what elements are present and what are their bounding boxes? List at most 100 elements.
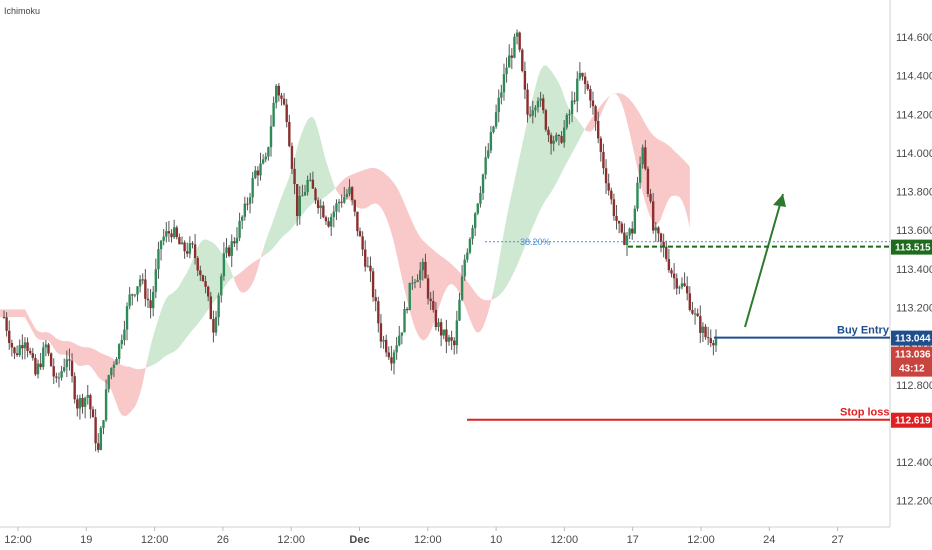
time-tick-label: 12:00 xyxy=(277,534,305,546)
candle-body xyxy=(94,417,97,444)
candle-body xyxy=(10,342,14,348)
candle-body xyxy=(508,55,511,68)
candle-body xyxy=(646,168,650,195)
candle-body xyxy=(138,279,142,287)
candle-body xyxy=(599,138,603,152)
candle-body xyxy=(528,114,532,116)
candle-body xyxy=(513,36,516,58)
candle-body xyxy=(154,269,158,292)
target-price-tag-text: 113.515 xyxy=(895,243,931,254)
time-tick-label: 12:00 xyxy=(4,534,32,546)
candle-body xyxy=(290,146,294,169)
price-tick-label: 114.000 xyxy=(896,148,932,160)
target-arrow-shaft xyxy=(744,193,784,328)
candle-body xyxy=(633,208,637,234)
candle-body xyxy=(447,337,451,342)
candle-body xyxy=(408,282,411,311)
candle-body xyxy=(371,271,375,298)
candle-body xyxy=(392,352,396,364)
candle-body xyxy=(382,339,385,342)
candle-body xyxy=(157,249,160,270)
candle-body xyxy=(670,270,673,274)
candle-body xyxy=(117,344,121,359)
target-price-tag: 113.515 xyxy=(891,239,932,255)
time-tick-label: 12:00 xyxy=(141,534,169,546)
candle-body xyxy=(709,338,712,343)
price-tick-label: 112.400 xyxy=(896,457,932,469)
candle-body xyxy=(547,129,550,136)
candles xyxy=(2,29,718,453)
candle-body xyxy=(649,194,652,202)
candle-body xyxy=(542,98,545,111)
candle-body xyxy=(434,309,438,327)
candle-body xyxy=(604,168,608,184)
time-tick-label: 10 xyxy=(490,534,502,546)
candle-body xyxy=(146,298,150,301)
candle-body xyxy=(26,342,29,351)
candle-body xyxy=(78,397,82,409)
candle-body xyxy=(288,121,291,147)
candle-body xyxy=(125,306,129,330)
candle-body xyxy=(631,228,634,234)
candle-body xyxy=(358,231,362,237)
candle-body xyxy=(610,190,613,200)
candle-body xyxy=(544,110,548,130)
candle-body xyxy=(267,147,270,157)
candle-body xyxy=(89,395,92,410)
candle-body xyxy=(617,220,621,224)
candle-body xyxy=(57,377,61,379)
candle-body xyxy=(560,135,563,143)
candle-body xyxy=(583,76,587,85)
candle-body xyxy=(227,247,231,256)
candle-body xyxy=(497,97,500,113)
candle-body xyxy=(110,368,113,376)
candle-body xyxy=(615,215,618,221)
candle-body xyxy=(311,179,315,189)
candle-body xyxy=(518,32,521,50)
candle-body xyxy=(44,344,48,348)
candle-body xyxy=(332,211,336,218)
candle-body xyxy=(644,147,647,169)
time-tick-label: Dec xyxy=(349,534,369,546)
candle-body xyxy=(659,233,663,242)
candle-body xyxy=(170,233,173,238)
candle-body xyxy=(206,286,210,297)
candle-body xyxy=(678,287,681,289)
candle-body xyxy=(34,357,37,375)
candle-body xyxy=(471,228,474,239)
candle-body xyxy=(578,72,582,79)
candle-body xyxy=(686,285,689,294)
bullish-cloud xyxy=(611,93,617,96)
time-tick-label: 26 xyxy=(217,534,229,546)
candle-body xyxy=(565,115,568,128)
candle-body xyxy=(97,443,100,450)
candle-body xyxy=(562,127,566,143)
candle-body xyxy=(364,249,367,267)
candle-body xyxy=(295,184,299,217)
candle-body xyxy=(680,283,684,288)
candle-body xyxy=(251,178,254,198)
candle-body xyxy=(387,352,390,358)
candle-body xyxy=(343,196,346,203)
candle-body xyxy=(212,318,215,333)
stop-price-tag-text: 112.619 xyxy=(895,416,931,427)
time-tick-label: 12:00 xyxy=(687,534,715,546)
candle-body xyxy=(366,265,370,267)
bullish-cloud xyxy=(493,65,586,300)
price-axis: 112.200112.400112.600112.800113.000113.2… xyxy=(896,32,932,508)
candle-body xyxy=(395,345,398,353)
candle-body xyxy=(657,227,660,234)
candle-body xyxy=(191,243,194,245)
candle-body xyxy=(49,353,53,367)
price-tick-label: 113.400 xyxy=(896,264,932,276)
candle-body xyxy=(353,200,356,212)
price-tick-label: 114.400 xyxy=(896,71,932,83)
candle-body xyxy=(693,313,697,315)
candle-body xyxy=(536,100,540,108)
price-tick-label: 114.200 xyxy=(896,109,932,121)
candle-body xyxy=(432,301,435,310)
ichimoku-clouds xyxy=(0,65,690,417)
candle-body xyxy=(494,112,498,127)
candle-body xyxy=(704,326,707,338)
